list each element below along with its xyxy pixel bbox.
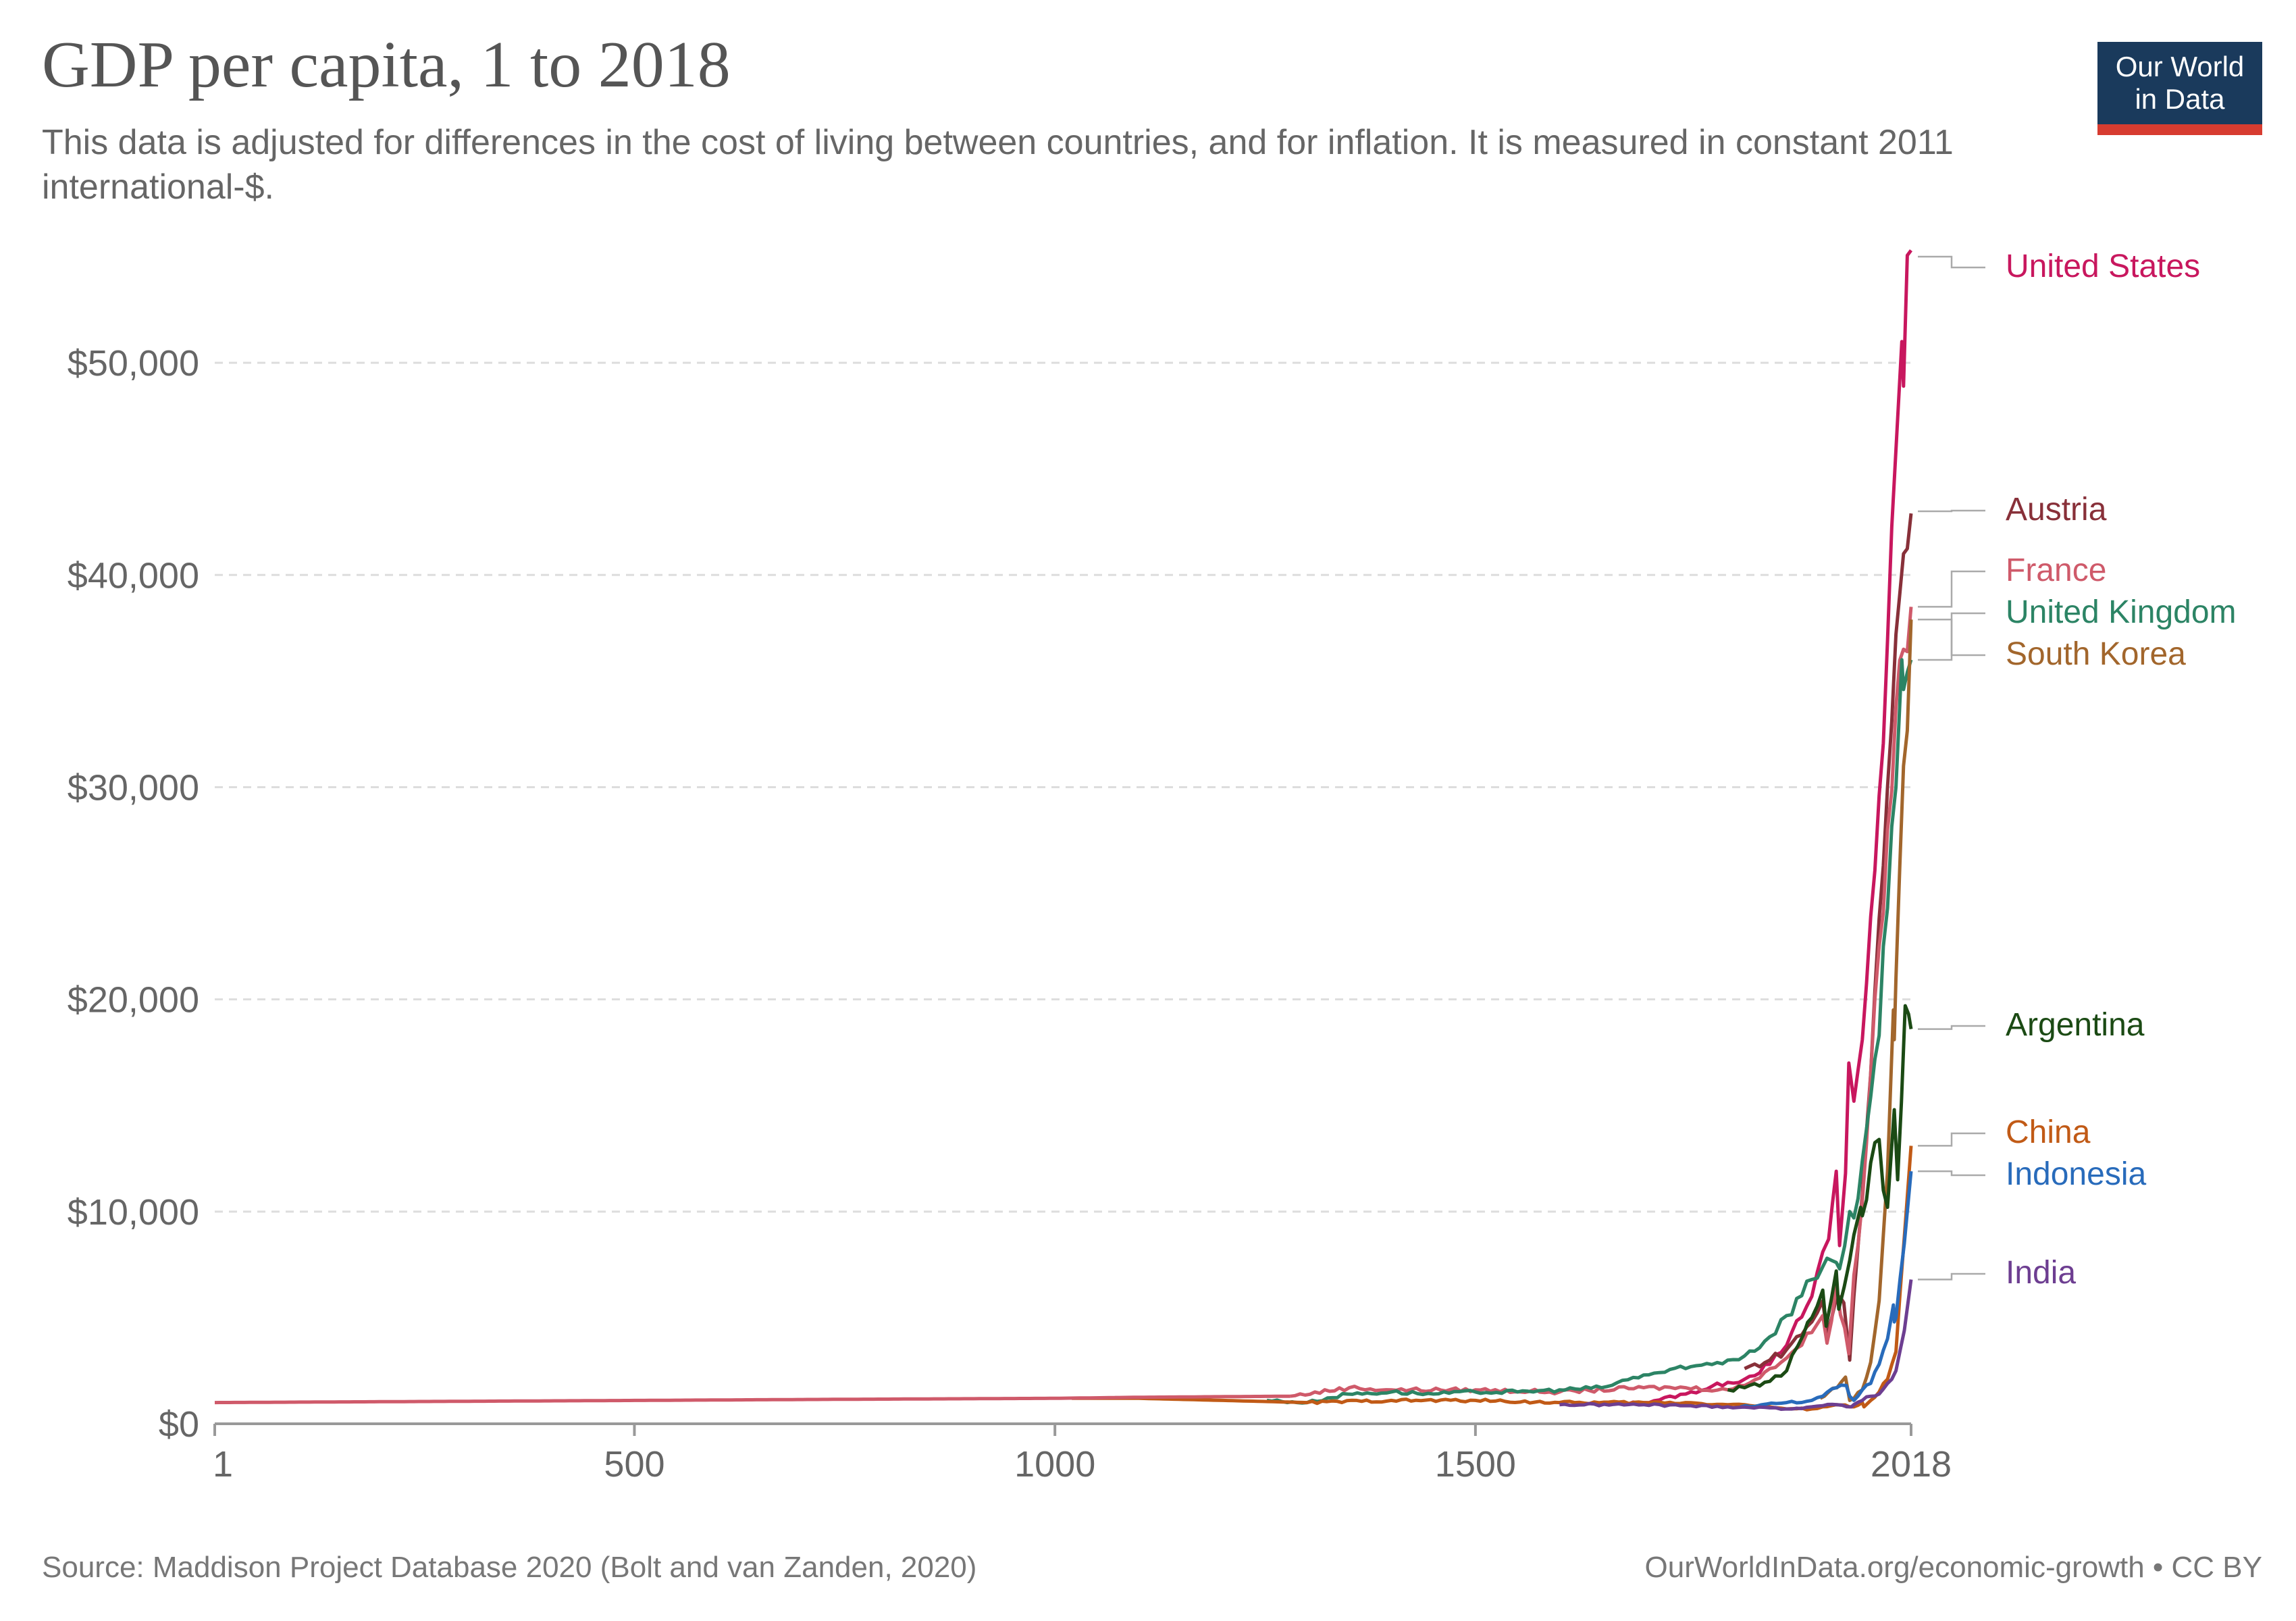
series-label-united-kingdom[interactable]: United Kingdom [2006, 594, 2237, 630]
label-connector [1918, 1132, 1985, 1147]
x-tick-label: 1000 [1014, 1444, 1095, 1485]
series-label-south-korea[interactable]: South Korea [2006, 636, 2186, 672]
label-connector [1918, 255, 1985, 269]
series-line-india[interactable] [1559, 1279, 1913, 1411]
x-axis: 1 500 1000 1500 2018 [213, 1422, 1952, 1485]
series-label-france[interactable]: France [2006, 552, 2106, 588]
x-tick-label: 1 [213, 1444, 233, 1485]
source-note: Source: Maddison Project Database 2020 (… [42, 1551, 977, 1584]
y-axis: $0 $10,000 $20,000 $30,000 $40,000 $50,000 [68, 343, 199, 1445]
series-labels: United States Austria France United Kingdom… [1918, 249, 2237, 1291]
y-tick-label: $30,000 [68, 767, 199, 808]
label-connector [1918, 1025, 1985, 1030]
series-line-austria[interactable] [1744, 513, 1913, 1370]
series-label-austria[interactable]: Austria [2006, 492, 2107, 528]
x-tick-label: 500 [604, 1444, 664, 1485]
series-label-china[interactable]: China [2006, 1114, 2091, 1150]
series-lines [214, 249, 1913, 1412]
grid-lines [215, 361, 1911, 1213]
series-label-argentina[interactable]: Argentina [2006, 1007, 2145, 1043]
chart-subtitle: This data is adjusted for differences in… [42, 123, 1954, 207]
label-connector [1918, 1272, 1985, 1281]
y-tick-label: $10,000 [68, 1192, 199, 1233]
series-label-united-states[interactable]: United States [2006, 249, 2200, 284]
series-label-india[interactable]: India [2006, 1255, 2076, 1291]
x-tick-label: 2018 [1871, 1444, 1952, 1485]
label-connector [1918, 1170, 1985, 1177]
label-connector [1918, 619, 1985, 657]
series-label-indonesia[interactable]: Indonesia [2006, 1156, 2146, 1192]
label-connector [1918, 570, 1985, 608]
series-line-united-kingdom[interactable] [1266, 658, 1913, 1405]
series-line-early-world[interactable] [214, 1394, 1290, 1405]
y-tick-label: $40,000 [68, 555, 199, 596]
y-tick-label: $0 [159, 1404, 199, 1445]
series-line-united-states[interactable] [1601, 249, 1913, 1407]
y-tick-label: $50,000 [68, 343, 199, 384]
logo-line-2: in Data [2135, 83, 2225, 115]
chart-title: GDP per capita, 1 to 2018 [42, 28, 731, 101]
owid-logo[interactable]: Our World in Data [2097, 42, 2262, 135]
series-line-argentina[interactable] [1727, 1004, 1913, 1393]
y-tick-label: $20,000 [68, 980, 199, 1021]
x-tick-label: 1500 [1435, 1444, 1516, 1485]
credit-link[interactable]: OurWorldInData.org/economic-growth • CC … [1644, 1551, 2262, 1584]
series-line-indonesia[interactable] [1740, 1170, 1913, 1409]
logo-line-1: Our World [2115, 51, 2245, 82]
